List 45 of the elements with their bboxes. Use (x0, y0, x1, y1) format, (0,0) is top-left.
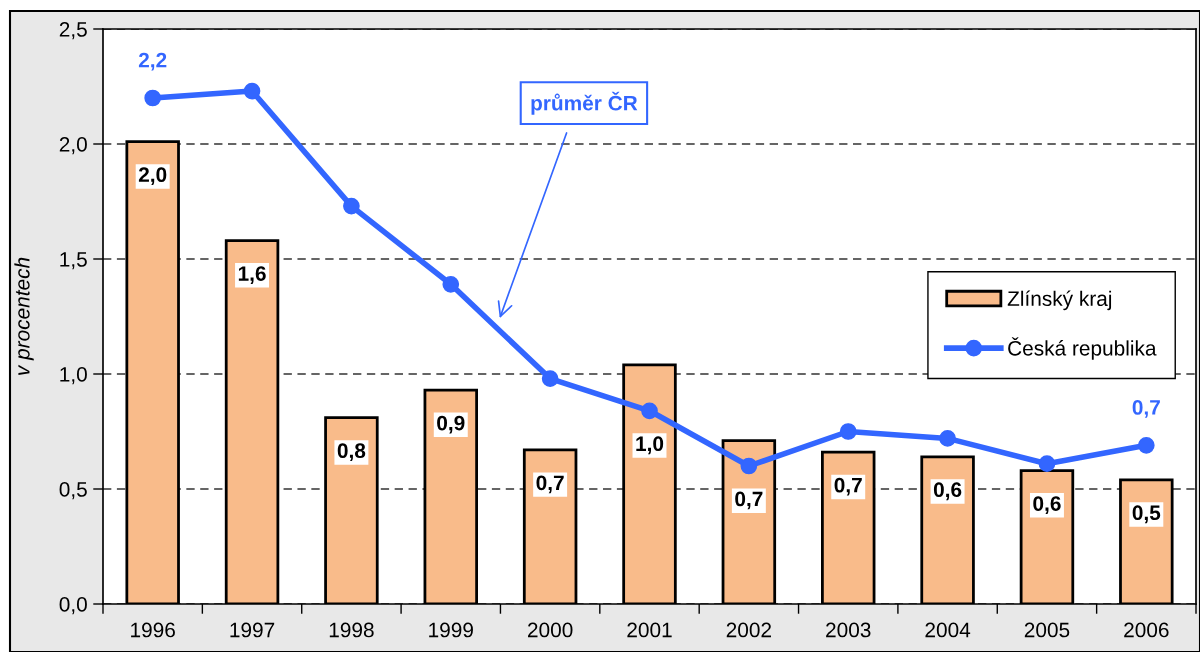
x-tick-label: 1996 (131, 622, 175, 638)
x-tick-label: 2005 (1024, 622, 1070, 638)
y-tick-label: 0,5 (59, 482, 87, 500)
data-label: 1,0 (636, 436, 664, 455)
y-tick-label: 2,0 (59, 137, 87, 155)
data-label: 2,0 (138, 167, 167, 186)
data-label: 0,5 (1132, 505, 1161, 524)
point (839, 423, 857, 440)
annotation: průměr ČR (531, 91, 638, 115)
data-label: 0,7 (1132, 400, 1160, 418)
x-tick-label: 2006 (1124, 622, 1169, 638)
x-tick-label: 2004 (925, 622, 971, 638)
y-tick-label: 2,5 (59, 22, 87, 40)
point (343, 197, 360, 215)
x-tick-label: 1999 (429, 622, 473, 638)
legend-label: Česká republika (1008, 337, 1157, 360)
x-tick-label: 2003 (826, 622, 871, 638)
y-tick-label: 0,0 (59, 597, 87, 615)
data-label: 2,2 (138, 52, 167, 71)
x-tick-label: 2002 (726, 622, 771, 638)
point (541, 370, 559, 387)
x-tick-label: 2001 (627, 622, 672, 638)
legend-label: Zlínský kraj (1007, 290, 1112, 311)
x-tick-label: 1998 (329, 622, 374, 638)
data-label: 0,6 (933, 482, 962, 501)
point (641, 402, 658, 420)
data-label: 0,7 (834, 477, 862, 496)
data-label: 0,6 (1033, 496, 1061, 514)
point (144, 89, 162, 107)
data-label: 0,9 (437, 415, 465, 434)
point (442, 275, 460, 293)
y-axis-title: v procentech (14, 257, 34, 375)
data-label: 0,8 (337, 443, 366, 462)
data-label: 0,7 (536, 475, 564, 494)
point (740, 457, 758, 475)
point (939, 430, 956, 447)
point (243, 82, 261, 100)
data-label: 1,6 (238, 266, 266, 284)
data-label: 0,7 (735, 491, 763, 510)
y-tick-label: 1,5 (60, 252, 87, 270)
point (1137, 436, 1155, 454)
x-tick-label: 1997 (230, 622, 275, 638)
point (1038, 455, 1056, 473)
x-tick-label: 2000 (528, 622, 573, 638)
y-tick-label: 1,0 (60, 367, 87, 385)
